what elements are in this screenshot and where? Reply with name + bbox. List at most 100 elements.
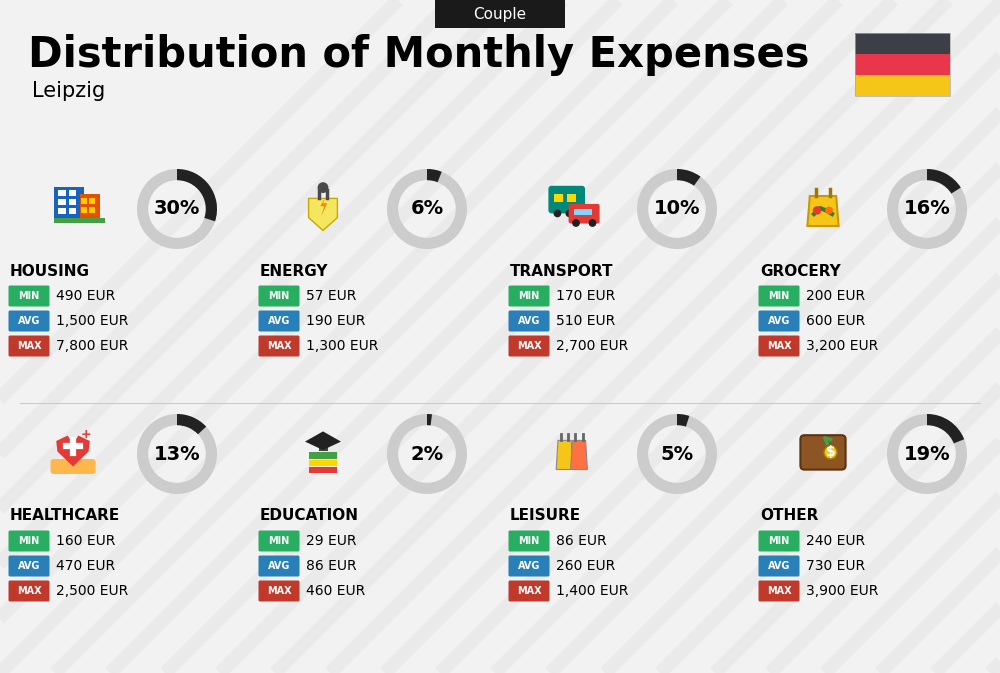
- Text: AVG: AVG: [18, 561, 40, 571]
- Text: 460 EUR: 460 EUR: [306, 584, 365, 598]
- Wedge shape: [677, 414, 689, 427]
- Text: MIN: MIN: [18, 536, 40, 546]
- Text: 2%: 2%: [410, 444, 444, 464]
- Wedge shape: [137, 414, 217, 494]
- FancyBboxPatch shape: [8, 530, 50, 551]
- Text: 30%: 30%: [154, 199, 200, 219]
- Wedge shape: [137, 169, 217, 249]
- Text: TRANSPORT: TRANSPORT: [510, 264, 614, 279]
- Text: 260 EUR: 260 EUR: [556, 559, 615, 573]
- Text: HOUSING: HOUSING: [10, 264, 90, 279]
- Text: OTHER: OTHER: [760, 509, 818, 524]
- Text: 2,500 EUR: 2,500 EUR: [56, 584, 128, 598]
- Circle shape: [566, 209, 573, 217]
- FancyBboxPatch shape: [89, 197, 95, 203]
- FancyBboxPatch shape: [258, 336, 300, 357]
- Text: ENERGY: ENERGY: [260, 264, 328, 279]
- Text: 730 EUR: 730 EUR: [806, 559, 865, 573]
- FancyBboxPatch shape: [81, 207, 87, 213]
- FancyBboxPatch shape: [509, 555, 550, 577]
- FancyBboxPatch shape: [759, 310, 800, 332]
- FancyBboxPatch shape: [509, 581, 550, 602]
- FancyBboxPatch shape: [258, 285, 300, 306]
- Text: AVG: AVG: [268, 316, 290, 326]
- Text: 160 EUR: 160 EUR: [56, 534, 115, 548]
- Text: AVG: AVG: [518, 561, 540, 571]
- FancyBboxPatch shape: [759, 285, 800, 306]
- FancyBboxPatch shape: [309, 460, 337, 466]
- Text: 1,500 EUR: 1,500 EUR: [56, 314, 128, 328]
- Text: HEALTHCARE: HEALTHCARE: [10, 509, 120, 524]
- FancyBboxPatch shape: [8, 285, 50, 306]
- Polygon shape: [56, 435, 90, 466]
- Text: Distribution of Monthly Expenses: Distribution of Monthly Expenses: [28, 34, 810, 76]
- FancyBboxPatch shape: [569, 204, 600, 223]
- Polygon shape: [320, 199, 327, 217]
- FancyBboxPatch shape: [258, 530, 300, 551]
- Wedge shape: [887, 169, 967, 249]
- Text: 240 EUR: 240 EUR: [806, 534, 865, 548]
- Wedge shape: [927, 169, 961, 194]
- Wedge shape: [177, 169, 217, 221]
- Circle shape: [572, 219, 580, 227]
- FancyBboxPatch shape: [567, 194, 576, 202]
- Text: Leipzig: Leipzig: [32, 81, 105, 101]
- Text: MIN: MIN: [268, 291, 290, 301]
- FancyBboxPatch shape: [81, 197, 87, 203]
- FancyBboxPatch shape: [309, 452, 337, 459]
- Polygon shape: [571, 440, 587, 470]
- Text: 3,200 EUR: 3,200 EUR: [806, 339, 878, 353]
- FancyBboxPatch shape: [759, 555, 800, 577]
- Text: MIN: MIN: [268, 536, 290, 546]
- Text: EDUCATION: EDUCATION: [260, 509, 359, 524]
- FancyBboxPatch shape: [509, 336, 550, 357]
- Text: 5%: 5%: [660, 444, 694, 464]
- FancyBboxPatch shape: [54, 217, 104, 223]
- Text: 170 EUR: 170 EUR: [556, 289, 615, 303]
- FancyBboxPatch shape: [258, 581, 300, 602]
- Text: MIN: MIN: [768, 536, 790, 546]
- Text: 200 EUR: 200 EUR: [806, 289, 865, 303]
- FancyBboxPatch shape: [69, 208, 76, 214]
- FancyBboxPatch shape: [509, 530, 550, 551]
- Polygon shape: [807, 196, 839, 226]
- Text: 470 EUR: 470 EUR: [56, 559, 115, 573]
- FancyBboxPatch shape: [8, 581, 50, 602]
- FancyBboxPatch shape: [855, 54, 950, 75]
- Text: 86 EUR: 86 EUR: [556, 534, 607, 548]
- Text: MAX: MAX: [767, 341, 791, 351]
- FancyBboxPatch shape: [258, 555, 300, 577]
- Text: 7,800 EUR: 7,800 EUR: [56, 339, 128, 353]
- Text: MIN: MIN: [18, 291, 40, 301]
- Text: 490 EUR: 490 EUR: [56, 289, 115, 303]
- Text: MAX: MAX: [17, 341, 41, 351]
- Text: GROCERY: GROCERY: [760, 264, 841, 279]
- FancyBboxPatch shape: [318, 442, 328, 451]
- FancyBboxPatch shape: [69, 190, 76, 196]
- Text: 2,700 EUR: 2,700 EUR: [556, 339, 628, 353]
- Text: 1,400 EUR: 1,400 EUR: [556, 584, 628, 598]
- Text: AVG: AVG: [768, 561, 790, 571]
- Circle shape: [824, 446, 837, 459]
- FancyBboxPatch shape: [509, 310, 550, 332]
- Text: AVG: AVG: [18, 316, 40, 326]
- Text: 16%: 16%: [904, 199, 950, 219]
- Text: 13%: 13%: [154, 444, 200, 464]
- Text: +: +: [80, 428, 91, 441]
- Text: 86 EUR: 86 EUR: [306, 559, 357, 573]
- Text: AVG: AVG: [768, 316, 790, 326]
- FancyBboxPatch shape: [554, 194, 563, 202]
- Text: $: $: [826, 446, 835, 460]
- Text: MAX: MAX: [17, 586, 41, 596]
- FancyBboxPatch shape: [435, 0, 565, 28]
- Wedge shape: [637, 169, 717, 249]
- FancyBboxPatch shape: [309, 467, 337, 473]
- Text: MAX: MAX: [517, 586, 541, 596]
- Text: MIN: MIN: [768, 291, 790, 301]
- FancyBboxPatch shape: [89, 207, 95, 213]
- Text: 19%: 19%: [904, 444, 950, 464]
- Wedge shape: [427, 414, 432, 425]
- Wedge shape: [387, 169, 467, 249]
- Wedge shape: [677, 169, 701, 186]
- FancyBboxPatch shape: [50, 459, 96, 474]
